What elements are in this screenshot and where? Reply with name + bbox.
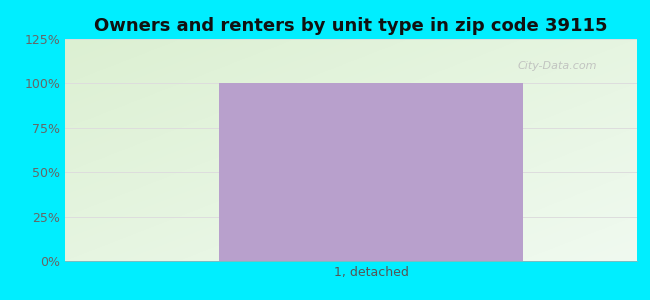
Bar [220, 83, 523, 261]
Title: Owners and renters by unit type in zip code 39115: Owners and renters by unit type in zip c… [94, 17, 608, 35]
Text: City-Data.com: City-Data.com [517, 61, 597, 71]
